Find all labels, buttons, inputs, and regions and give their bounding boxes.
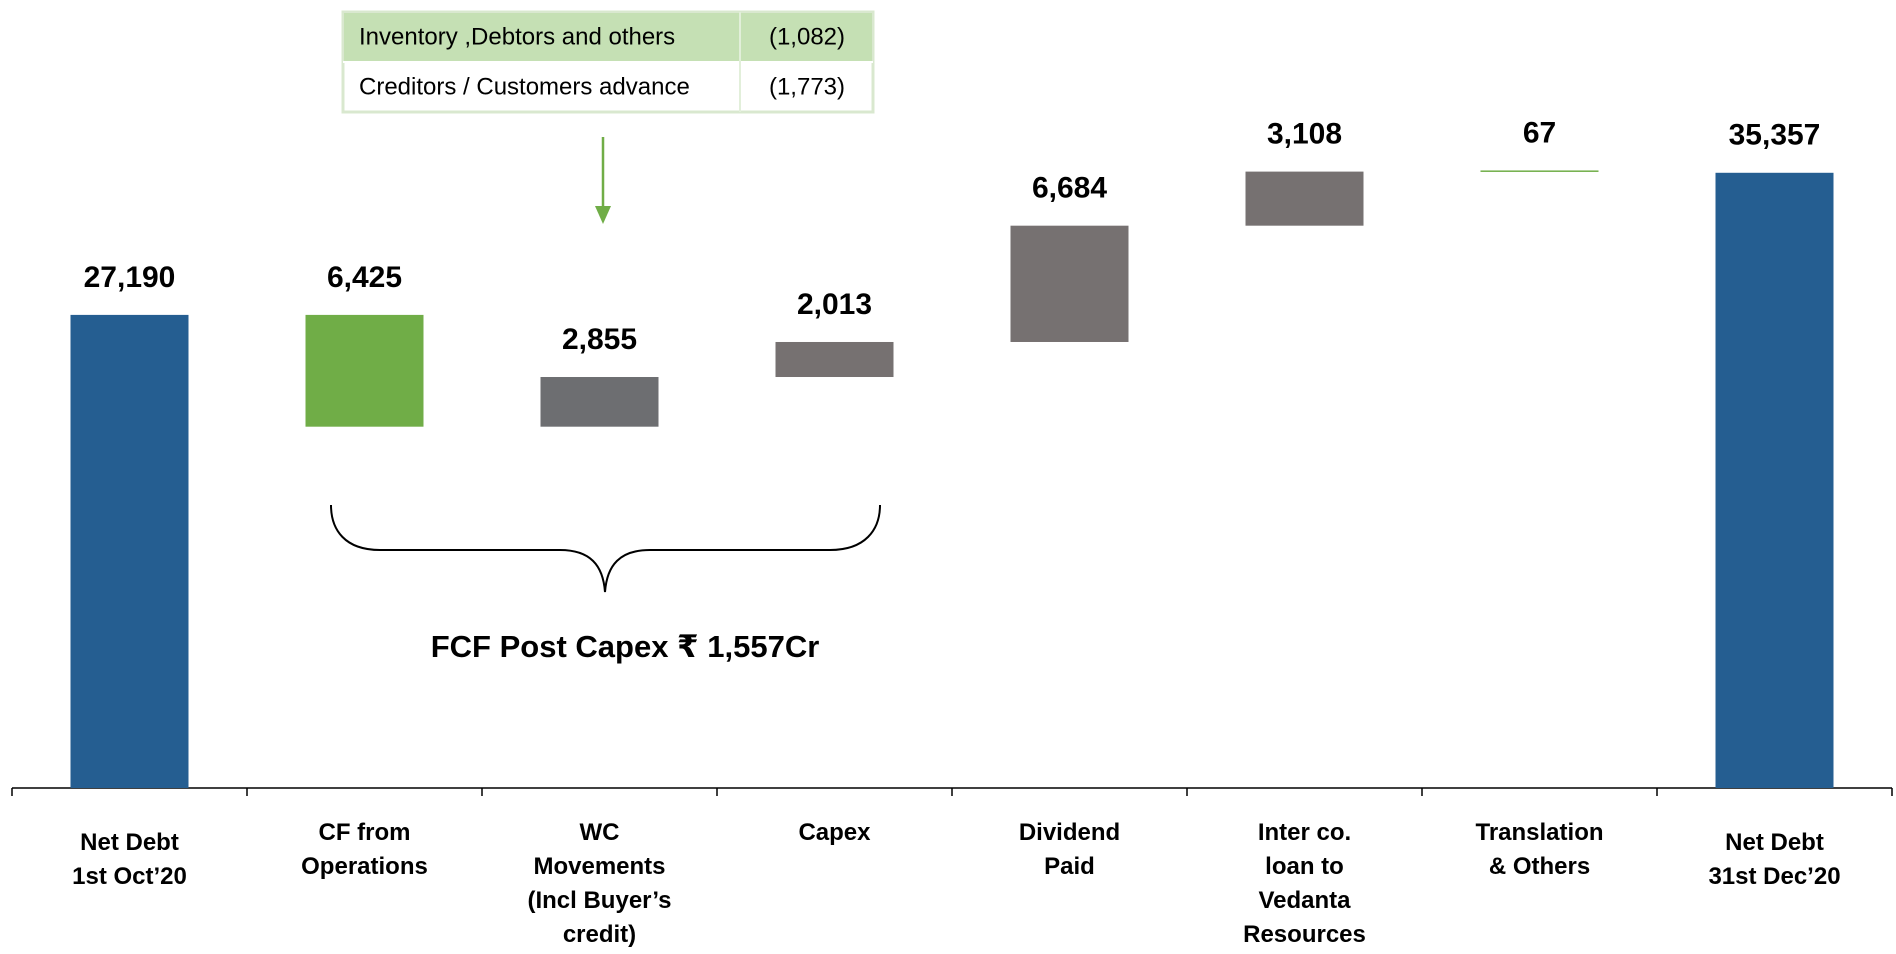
x-tick-label: Translation & Others — [1475, 819, 1603, 880]
x-tick-label-line: Inter co. — [1258, 819, 1351, 846]
x-tick-label: Capex — [798, 819, 871, 846]
x-tick-label-line: Movements — [533, 853, 665, 880]
x-tick-label-line: credit) — [563, 921, 636, 948]
x-tick-label-line: Dividend — [1019, 819, 1120, 846]
bar — [540, 377, 659, 427]
inset-table-header — [344, 13, 872, 62]
arrow-head — [595, 206, 611, 224]
x-tick-label: Net Debt 1st Oct’20 — [72, 829, 187, 890]
x-tick-label-line: (Incl Buyer’s — [527, 887, 671, 914]
value-label: 2,855 — [562, 323, 637, 356]
x-tick-label-line: CF from — [319, 819, 411, 846]
annotation: FCF Post Capex ₹ 1,557Cr — [431, 629, 820, 664]
bar — [1480, 170, 1599, 172]
x-tick-label-line: Operations — [301, 853, 428, 880]
x-tick-label-line: Net Debt — [1725, 829, 1824, 856]
value-label: 3,108 — [1267, 118, 1342, 151]
bar — [70, 314, 189, 788]
value-label: 6,425 — [327, 261, 402, 294]
value-label: 67 — [1523, 116, 1556, 149]
x-tick-label-line: Resources — [1243, 921, 1366, 948]
table-cell: (1,773) — [769, 73, 845, 100]
bar — [1715, 172, 1834, 788]
x-tick-label: CF from Operations — [301, 819, 428, 880]
x-tick-label-line: & Others — [1489, 853, 1590, 880]
x-tick-label-line: WC — [580, 819, 620, 846]
value-label: 27,190 — [84, 261, 176, 294]
value-label: 35,357 — [1729, 119, 1821, 152]
value-label: 6,684 — [1032, 172, 1107, 205]
x-tick-label: Dividend Paid — [1019, 819, 1120, 880]
table-cell: (1,082) — [769, 23, 845, 50]
x-tick-label-line: Vedanta — [1258, 887, 1351, 914]
table-cell: Inventory ,Debtors and others — [359, 23, 675, 50]
x-tick-label-line: Translation — [1475, 819, 1603, 846]
x-tick-label: Net Debt 31st Dec’20 — [1708, 829, 1840, 890]
x-tick-label-line: Net Debt — [80, 829, 179, 856]
x-tick-label-line: Paid — [1044, 853, 1095, 880]
bar — [775, 341, 894, 378]
table-cell: Creditors / Customers advance — [359, 73, 690, 100]
x-tick-label-line: loan to — [1265, 853, 1344, 880]
x-tick-label-line: 1st Oct’20 — [72, 863, 187, 890]
x-tick-label: WC Movements (Incl Buyer’s credit) — [527, 819, 671, 948]
x-tick-label-line: Capex — [798, 819, 871, 846]
bar — [1245, 171, 1364, 226]
x-tick-label-line: 31st Dec’20 — [1708, 863, 1840, 890]
value-label: 2,013 — [797, 288, 872, 321]
brace — [330, 504, 881, 593]
bar — [305, 314, 424, 427]
bar — [1010, 225, 1129, 342]
x-tick-label: Inter co. loan to Vedanta Resources — [1243, 819, 1366, 948]
